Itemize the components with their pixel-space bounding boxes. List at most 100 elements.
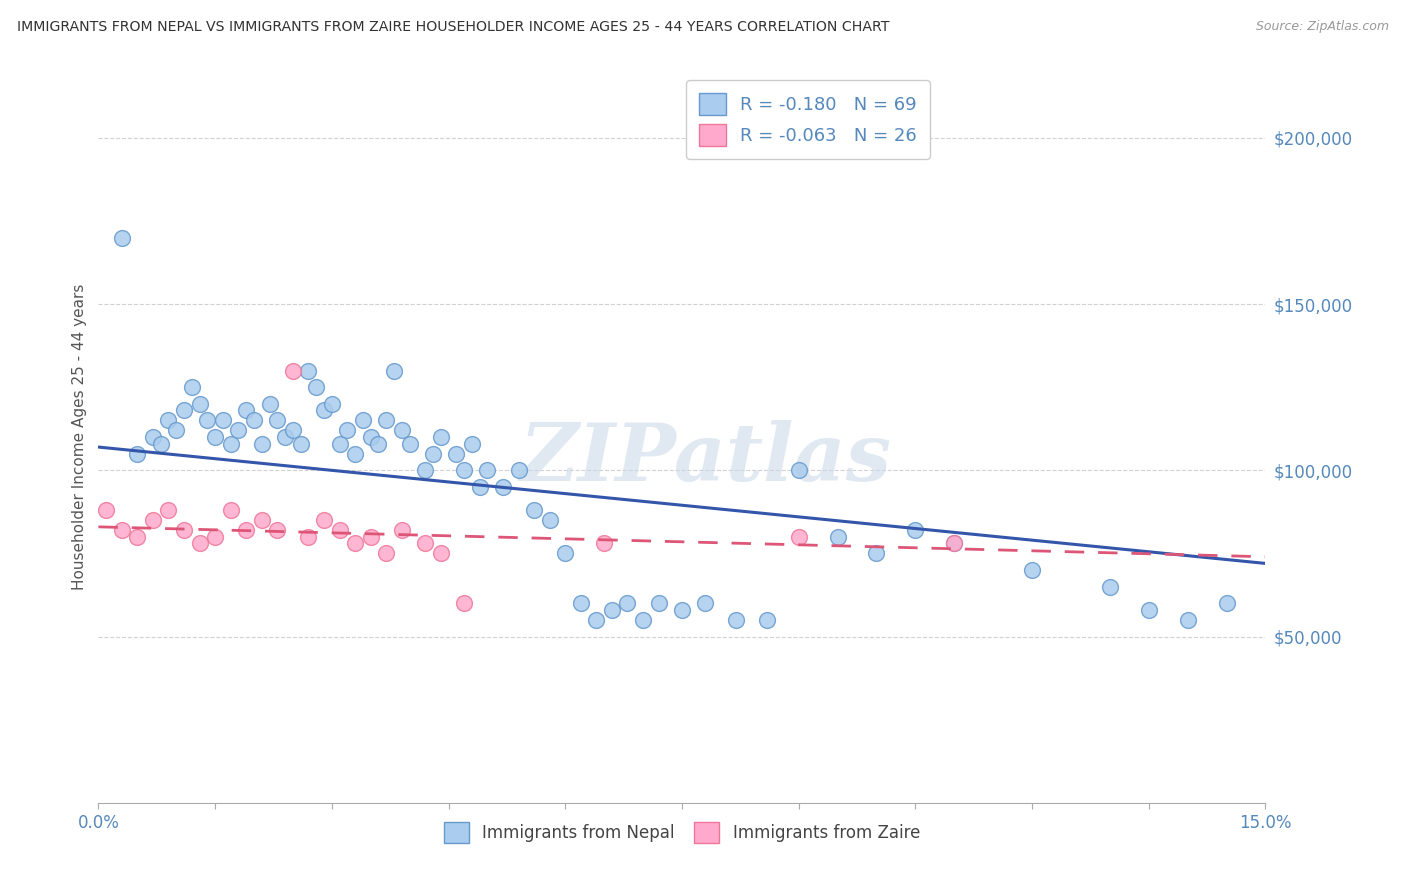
Point xyxy=(904,523,927,537)
Point xyxy=(725,613,748,627)
Point xyxy=(360,430,382,444)
Point xyxy=(1137,603,1160,617)
Point xyxy=(212,413,235,427)
Point xyxy=(111,230,134,244)
Point xyxy=(1098,580,1121,594)
Point xyxy=(281,363,304,377)
Point xyxy=(312,513,335,527)
Point xyxy=(173,523,195,537)
Point xyxy=(787,530,810,544)
Point xyxy=(375,546,398,560)
Point xyxy=(188,397,211,411)
Point xyxy=(453,596,475,610)
Point xyxy=(647,596,669,610)
Point xyxy=(671,603,693,617)
Point xyxy=(127,447,149,461)
Point xyxy=(290,436,312,450)
Point xyxy=(336,424,359,438)
Point xyxy=(266,413,288,427)
Point xyxy=(111,523,134,537)
Point xyxy=(865,546,887,560)
Point xyxy=(204,530,226,544)
Point xyxy=(756,613,779,627)
Text: ZIPatlas: ZIPatlas xyxy=(519,420,891,498)
Point xyxy=(165,424,187,438)
Point xyxy=(259,397,281,411)
Point xyxy=(142,513,165,527)
Point xyxy=(492,480,515,494)
Point xyxy=(352,413,374,427)
Text: Source: ZipAtlas.com: Source: ZipAtlas.com xyxy=(1256,20,1389,33)
Point xyxy=(422,447,444,461)
Point xyxy=(413,536,436,550)
Point xyxy=(149,436,172,450)
Point xyxy=(446,447,468,461)
Point xyxy=(329,436,352,450)
Point xyxy=(360,530,382,544)
Point xyxy=(398,436,420,450)
Point xyxy=(593,536,616,550)
Point xyxy=(367,436,389,450)
Point xyxy=(204,430,226,444)
Point xyxy=(523,503,546,517)
Point xyxy=(413,463,436,477)
Point xyxy=(297,530,319,544)
Point xyxy=(195,413,218,427)
Point xyxy=(157,413,180,427)
Point xyxy=(219,503,242,517)
Point xyxy=(429,546,451,560)
Point xyxy=(127,530,149,544)
Point xyxy=(157,503,180,517)
Point xyxy=(281,424,304,438)
Point xyxy=(453,463,475,477)
Point xyxy=(943,536,966,550)
Point xyxy=(631,613,654,627)
Point xyxy=(827,530,849,544)
Point xyxy=(297,363,319,377)
Point xyxy=(1177,613,1199,627)
Point xyxy=(321,397,343,411)
Point xyxy=(375,413,398,427)
Point xyxy=(429,430,451,444)
Point xyxy=(569,596,592,610)
Y-axis label: Householder Income Ages 25 - 44 years: Householder Income Ages 25 - 44 years xyxy=(72,284,87,591)
Point xyxy=(142,430,165,444)
Point xyxy=(477,463,499,477)
Point xyxy=(228,424,250,438)
Point xyxy=(616,596,638,610)
Point xyxy=(235,403,257,417)
Point xyxy=(266,523,288,537)
Point xyxy=(274,430,297,444)
Point xyxy=(250,436,273,450)
Point xyxy=(235,523,257,537)
Point xyxy=(188,536,211,550)
Text: IMMIGRANTS FROM NEPAL VS IMMIGRANTS FROM ZAIRE HOUSEHOLDER INCOME AGES 25 - 44 Y: IMMIGRANTS FROM NEPAL VS IMMIGRANTS FROM… xyxy=(17,20,890,34)
Point xyxy=(305,380,328,394)
Point xyxy=(312,403,335,417)
Point xyxy=(600,603,623,617)
Point xyxy=(695,596,717,610)
Point xyxy=(344,447,367,461)
Legend: Immigrants from Nepal, Immigrants from Zaire: Immigrants from Nepal, Immigrants from Z… xyxy=(437,815,927,849)
Point xyxy=(787,463,810,477)
Point xyxy=(243,413,266,427)
Point xyxy=(1215,596,1237,610)
Point xyxy=(1021,563,1043,577)
Point xyxy=(180,380,202,394)
Point xyxy=(96,503,118,517)
Point xyxy=(173,403,195,417)
Point xyxy=(508,463,530,477)
Point xyxy=(382,363,405,377)
Point xyxy=(461,436,484,450)
Point xyxy=(554,546,576,560)
Point xyxy=(391,523,413,537)
Point xyxy=(250,513,273,527)
Point xyxy=(468,480,491,494)
Point xyxy=(585,613,607,627)
Point xyxy=(329,523,352,537)
Point xyxy=(219,436,242,450)
Point xyxy=(943,536,966,550)
Point xyxy=(391,424,413,438)
Point xyxy=(344,536,367,550)
Point xyxy=(538,513,561,527)
